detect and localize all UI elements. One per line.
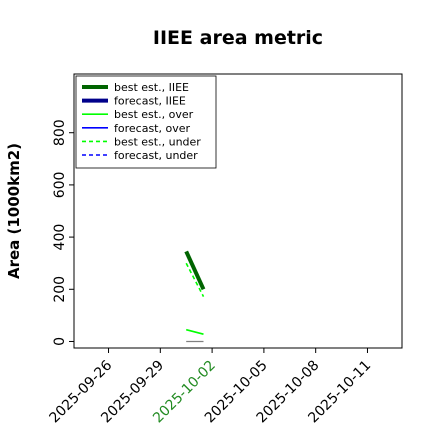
series-line <box>184 250 206 291</box>
legend-label: best est., IIEE <box>114 81 189 94</box>
y-tick-label: 800 <box>52 119 68 146</box>
legend-label: best est., under <box>114 135 201 148</box>
y-tick-label: 400 <box>52 224 68 251</box>
series-line <box>185 262 205 297</box>
legend-box <box>75 75 217 169</box>
series-layer <box>184 250 206 343</box>
legend-label: forecast, under <box>114 149 198 162</box>
y-axis-label: Area (1000km2) <box>5 143 23 279</box>
y-tick-label: 200 <box>52 276 68 303</box>
chart-title: IIEE area metric <box>153 27 323 49</box>
y-tick-label: 0 <box>52 337 68 346</box>
plot-frame <box>73 73 403 349</box>
legend-label: forecast, IIEE <box>114 95 186 108</box>
series-line <box>185 328 204 335</box>
legend-label: best est., over <box>114 108 194 121</box>
legend-label: forecast, over <box>114 122 190 135</box>
y-tick-label: 600 <box>52 172 68 199</box>
